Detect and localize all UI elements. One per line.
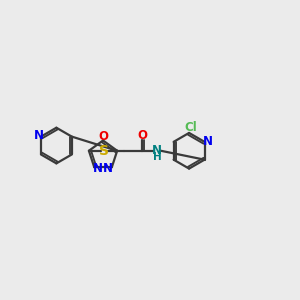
Text: N: N xyxy=(93,162,103,176)
Text: S: S xyxy=(99,144,110,158)
Text: N: N xyxy=(34,129,44,142)
Text: H: H xyxy=(153,152,161,162)
Text: N: N xyxy=(152,144,162,157)
Text: Cl: Cl xyxy=(184,121,197,134)
Text: O: O xyxy=(98,130,108,143)
Text: O: O xyxy=(137,129,147,142)
Text: N: N xyxy=(203,135,213,148)
Text: N: N xyxy=(103,162,113,176)
